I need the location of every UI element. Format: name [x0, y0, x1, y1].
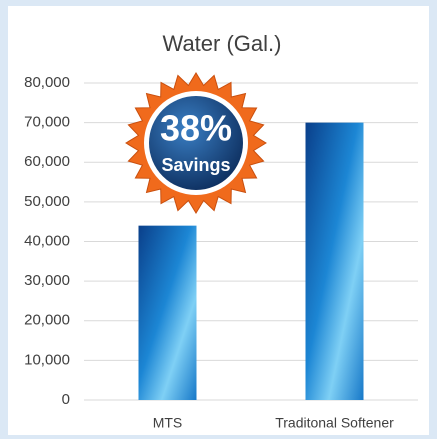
y-tick-label: 60,000 — [24, 153, 70, 170]
x-tick-label: MTS — [153, 415, 183, 431]
y-tick-label: 0 — [62, 391, 70, 408]
page: {"chart_data": {"type": "bar", "title": … — [0, 0, 437, 439]
badge-percent: 38% — [160, 108, 232, 149]
y-tick-label: 10,000 — [24, 351, 70, 368]
y-tick-label: 20,000 — [24, 312, 70, 329]
y-tick-label: 70,000 — [24, 114, 70, 131]
y-tick-label: 50,000 — [24, 193, 70, 210]
y-tick-label: 30,000 — [24, 272, 70, 289]
bar — [306, 123, 364, 400]
badge-label: Savings — [161, 155, 230, 175]
y-tick-label: 80,000 — [24, 74, 70, 91]
x-tick-label: Traditonal Softener — [275, 415, 394, 431]
bar — [139, 226, 197, 400]
chart: Water (Gal.) 0 10,000 20,000 30,000 40,000 50… — [0, 0, 437, 439]
chart-title: Water (Gal.) — [163, 31, 282, 56]
y-tick-label: 40,000 — [24, 232, 70, 249]
chart-area — [8, 6, 429, 435]
